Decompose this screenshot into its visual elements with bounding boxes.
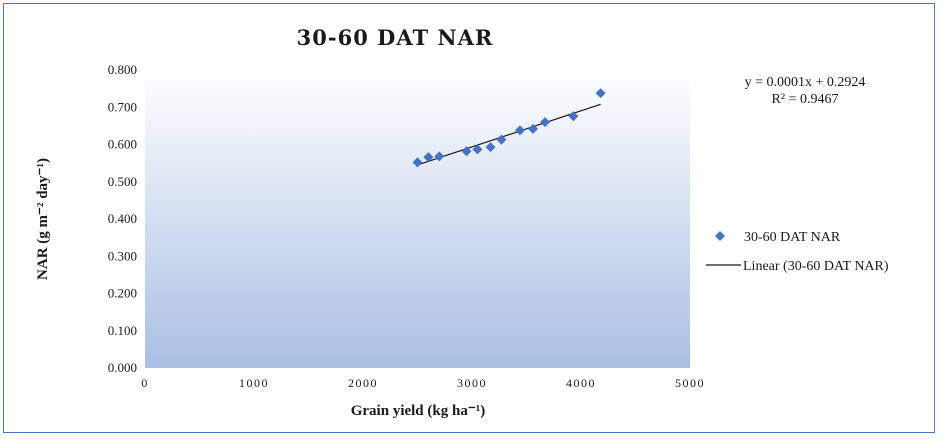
x-tick-label: 1000 bbox=[239, 376, 269, 390]
plot-area bbox=[145, 70, 690, 368]
legend-label-trendline: Linear (30-60 DAT NAR) bbox=[743, 259, 889, 274]
data-point bbox=[514, 125, 525, 136]
y-tick-label: 0.600 bbox=[108, 137, 137, 152]
diamond-icon bbox=[715, 231, 725, 241]
x-tick-label: 2000 bbox=[348, 376, 378, 390]
x-tick-label: 4000 bbox=[566, 376, 596, 390]
y-tick-label: 0.800 bbox=[108, 62, 137, 77]
y-tick-label: 0.000 bbox=[108, 360, 137, 375]
y-tick-label: 0.400 bbox=[108, 211, 137, 226]
y-tick-label: 0.300 bbox=[108, 248, 137, 263]
y-axis-ticks: 0.000 0.100 0.200 0.300 0.400 0.500 0.600 0.700… bbox=[108, 62, 137, 375]
x-tick-label: 3000 bbox=[457, 376, 487, 390]
chart-title: 30-60 DAT NAR bbox=[297, 25, 494, 50]
legend: 30-60 DAT NAR Linear (30-60 DAT NAR) bbox=[706, 230, 889, 274]
y-tick-label: 0.200 bbox=[108, 286, 137, 301]
data-point bbox=[485, 142, 496, 153]
y-axis-title: NAR (g m⁻² day⁻¹) bbox=[35, 158, 51, 280]
x-axis-title: Grain yield (kg ha⁻¹) bbox=[351, 403, 486, 419]
data-point bbox=[423, 152, 434, 163]
data-points bbox=[412, 88, 606, 168]
data-point bbox=[496, 134, 507, 145]
x-axis-ticks: 0 1000 2000 3000 4000 5000 bbox=[141, 376, 705, 390]
y-tick-label: 0.500 bbox=[108, 174, 137, 189]
data-point bbox=[434, 151, 445, 162]
data-point bbox=[595, 88, 606, 99]
y-tick-label: 0.700 bbox=[108, 99, 137, 114]
data-point bbox=[528, 123, 539, 134]
x-tick-label: 0 bbox=[141, 376, 149, 390]
trendline-r-squared: R² = 0.9467 bbox=[772, 92, 839, 107]
data-point bbox=[540, 117, 551, 128]
data-point bbox=[472, 144, 483, 155]
data-point bbox=[568, 111, 579, 122]
trendline-equation: y = 0.0001x + 0.2924 bbox=[745, 75, 866, 90]
legend-label-series: 30-60 DAT NAR bbox=[744, 230, 841, 245]
data-point bbox=[412, 157, 423, 168]
data-point bbox=[461, 146, 472, 157]
x-tick-label: 5000 bbox=[675, 376, 705, 390]
y-tick-label: 0.100 bbox=[108, 323, 137, 338]
trendline bbox=[417, 103, 601, 166]
